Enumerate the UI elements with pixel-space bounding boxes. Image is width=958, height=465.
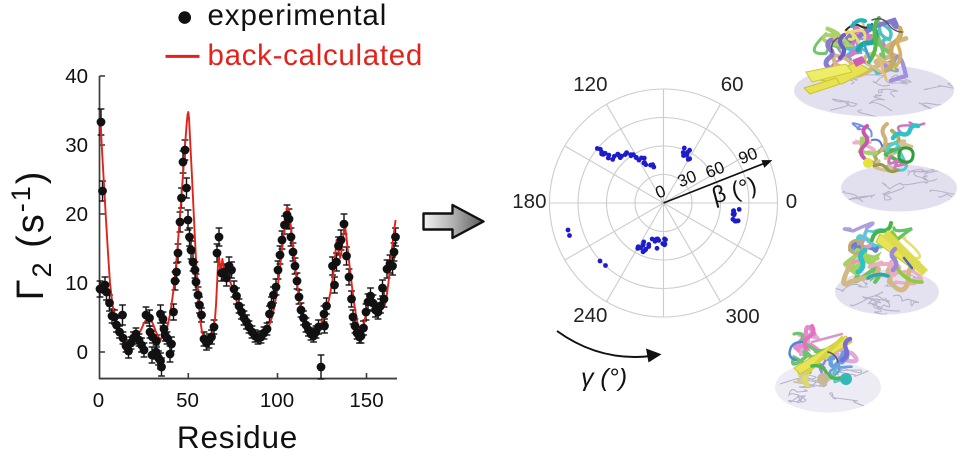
svg-text:120: 120	[573, 73, 607, 96]
svg-text:30: 30	[65, 134, 88, 157]
svg-text:0: 0	[786, 190, 797, 213]
svg-text:180: 180	[512, 190, 546, 213]
svg-text:back-calculated: back-calculated	[208, 39, 423, 72]
svg-text:Residue: Residue	[177, 419, 298, 455]
svg-text:50: 50	[176, 389, 199, 412]
svg-text:experimental: experimental	[208, 0, 388, 32]
svg-text:γ (°): γ (°)	[581, 364, 627, 392]
svg-text:0: 0	[93, 389, 104, 412]
svg-text:0: 0	[77, 341, 88, 364]
svg-text:40: 40	[65, 65, 88, 88]
svg-text:240: 240	[573, 304, 607, 327]
svg-text:300: 300	[725, 305, 759, 328]
svg-text:10: 10	[65, 272, 88, 295]
svg-text:20: 20	[65, 203, 88, 226]
svg-text:100: 100	[260, 389, 294, 412]
svg-text:60: 60	[721, 73, 744, 96]
svg-text:150: 150	[349, 389, 383, 412]
svg-text:Γ2 (s-1): Γ2 (s-1)	[6, 170, 57, 301]
